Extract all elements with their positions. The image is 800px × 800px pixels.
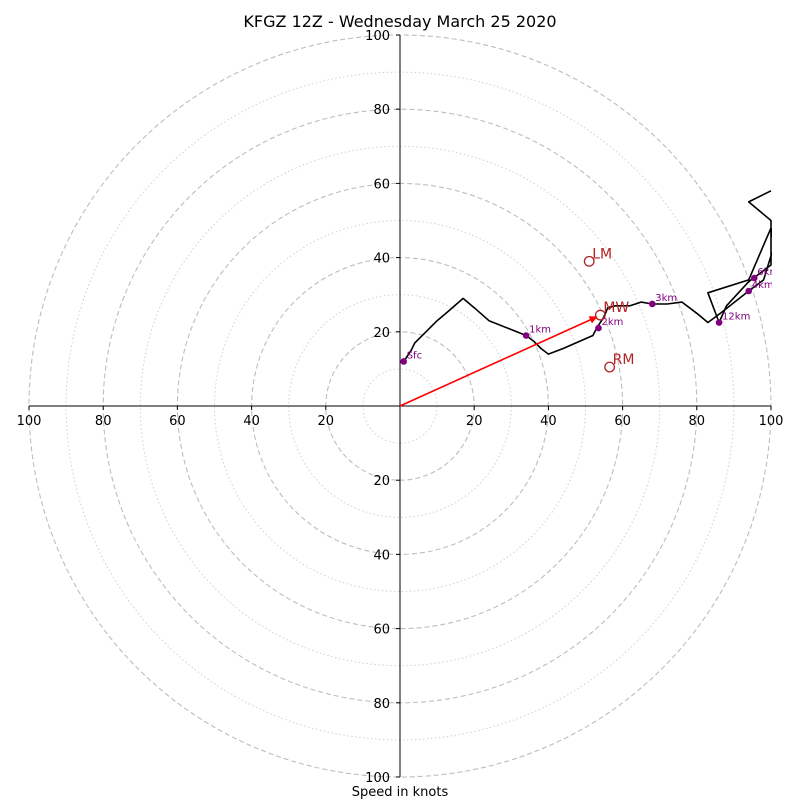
y-tick-label: 20 — [373, 474, 390, 489]
storm-motion-markers: LM MW RM — [583, 246, 635, 373]
x-tick-label: 20 — [318, 414, 335, 429]
height-marker-point — [715, 319, 723, 326]
x-tick-label: 80 — [689, 414, 706, 429]
y-tick-label: 60 — [373, 177, 390, 192]
mean-wind-vector-arrow — [399, 316, 598, 407]
chart-title: KFGZ 12Z - Wednesday March 25 2020 — [243, 12, 556, 31]
storm-motion-label: LM — [592, 246, 612, 262]
storm-motion-marker — [583, 255, 595, 267]
height-markers: Sfc 1km 2km 3km 12km 4km 6km — [400, 267, 779, 365]
height-marker-label: 2km — [601, 317, 623, 328]
height-marker-point — [595, 324, 602, 332]
x-tick-label: 100 — [759, 414, 784, 429]
y-tick-label: 80 — [373, 697, 390, 712]
x-axis-label: Speed in knots — [352, 785, 449, 800]
axis-tick-labels: 100 100 80 80 60 60 40 40 20 20 20 20 40 40 60 60 80 80 10… — [17, 29, 784, 786]
height-marker-label: 12km — [722, 312, 750, 323]
y-tick-label: 40 — [373, 548, 390, 563]
hodograph-trace-group — [403, 190, 772, 362]
x-tick-label: 40 — [243, 414, 260, 429]
height-marker-label: 1km — [529, 325, 551, 336]
mean-wind-vector-group — [399, 316, 598, 407]
height-marker-point — [648, 300, 656, 308]
storm-motion-label: MW — [603, 300, 629, 316]
storm-motion-marker — [604, 361, 616, 373]
x-tick-label: 60 — [169, 414, 186, 429]
storm-motion-label: RM — [613, 352, 635, 368]
hodograph-trace-line — [403, 190, 772, 362]
y-tick-label: 80 — [373, 103, 390, 118]
x-tick-label: 100 — [17, 414, 42, 429]
height-marker-label: 3km — [655, 293, 677, 304]
height-marker-label: 6km — [757, 267, 779, 278]
height-marker-point — [751, 274, 758, 282]
y-tick-label: 100 — [365, 29, 390, 44]
height-marker-point — [522, 332, 530, 339]
y-tick-label: 40 — [373, 252, 390, 267]
x-tick-label: 40 — [540, 414, 557, 429]
y-tick-label: 20 — [373, 326, 390, 341]
x-tick-label: 20 — [466, 414, 483, 429]
y-tick-label: 100 — [365, 771, 390, 786]
x-tick-label: 80 — [95, 414, 112, 429]
height-marker-label: Sfc — [407, 350, 422, 361]
y-tick-label: 60 — [373, 623, 390, 638]
height-marker-point — [745, 287, 753, 295]
height-marker-label: 4km — [752, 280, 774, 291]
height-marker-point — [400, 358, 408, 365]
x-tick-label: 60 — [614, 414, 631, 429]
storm-motion-marker — [594, 309, 606, 321]
